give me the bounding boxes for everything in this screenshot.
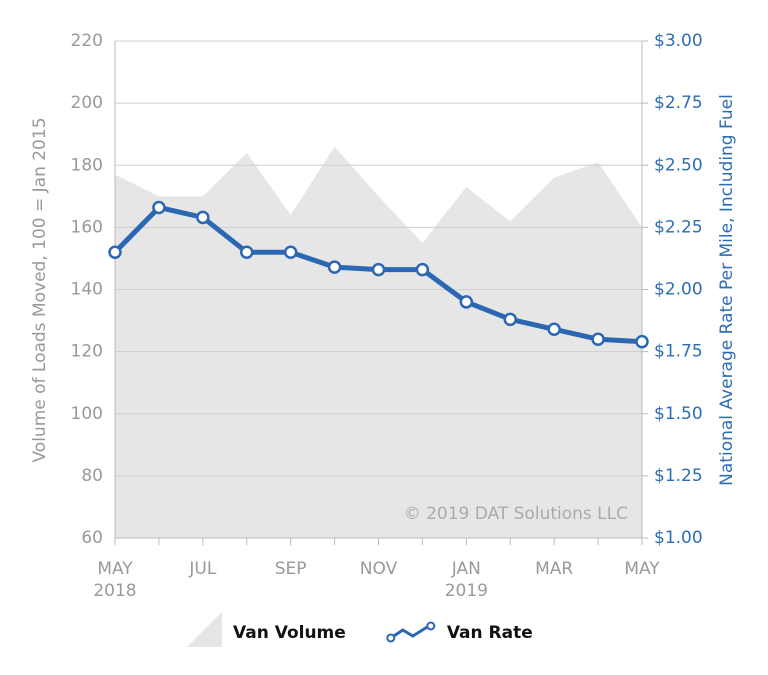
annotation: © 2019 DAT Solutions LLC: [404, 504, 628, 524]
y2-tick-label: $2.25: [654, 217, 703, 237]
point: [283, 245, 298, 259]
point: [547, 322, 561, 337]
point: [371, 262, 386, 277]
point: [503, 312, 517, 327]
y-tick-label: 100: [71, 404, 103, 424]
point: [196, 210, 210, 225]
point: [327, 260, 342, 274]
point: [635, 334, 649, 349]
y2-tick-label: $1.00: [654, 528, 703, 548]
x-tick-label: MAY 2018: [93, 559, 137, 601]
x-tick-label: MAR: [535, 559, 574, 579]
y-tick-label: 180: [71, 155, 103, 175]
point: [591, 332, 605, 346]
legend-icon: [389, 624, 430, 640]
y2-tick-label: $1.75: [654, 342, 703, 362]
x-tick-label: NOV: [359, 559, 398, 579]
y-tick-label: 140: [71, 280, 103, 300]
legend-icon: [386, 633, 396, 643]
y2-tick-label: $2.75: [654, 93, 703, 113]
legend-icon: [187, 612, 222, 647]
legend-icon: [426, 621, 436, 631]
point: [240, 245, 254, 259]
point: [415, 262, 430, 277]
x-tick-label: JUL: [189, 559, 217, 579]
area: [115, 146, 642, 539]
x-tick-label: MAY: [624, 559, 660, 579]
y2-tick-label: $3.00: [654, 31, 703, 51]
y2-tick-label: $2.00: [654, 280, 703, 300]
y-tick-label: 80: [81, 466, 103, 486]
y-tick-label: 200: [71, 93, 103, 113]
x-tick-label: SEP: [274, 559, 307, 579]
y2-tick-label: $1.50: [654, 404, 703, 424]
y2-axis-title: National Average Rate Per Mile, Includin…: [717, 94, 737, 486]
y-tick-label: 220: [71, 31, 103, 51]
y-axis-title: Volume of Loads Moved, 100 = Jan 2015: [30, 117, 50, 462]
y-tick-label: 60: [81, 528, 103, 548]
point: [459, 295, 474, 309]
legend-label: Van Volume: [233, 623, 346, 643]
point: [108, 245, 122, 259]
y2-tick-label: $1.25: [654, 466, 703, 486]
y-tick-label: 160: [71, 217, 103, 237]
x-tick-label: JAN 2019: [444, 559, 488, 601]
y-tick-label: 120: [71, 342, 103, 362]
legend-label: Van Rate: [447, 623, 533, 643]
y2-tick-label: $2.50: [654, 155, 703, 175]
point: [152, 200, 166, 215]
